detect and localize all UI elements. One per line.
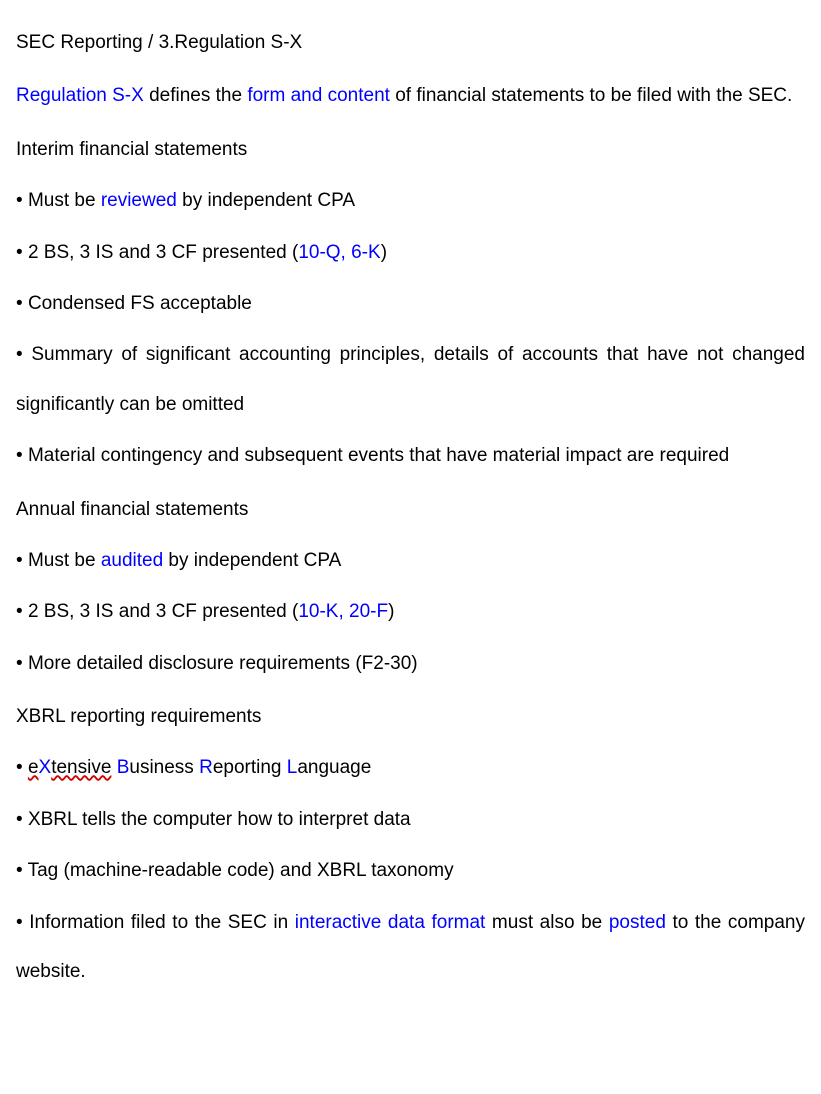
text-X: X <box>39 757 52 778</box>
text: Must be <box>28 190 101 211</box>
section-head-xbrl: XBRL reporting requirements <box>16 692 805 741</box>
bullet-xbrl-4: Information filed to the SEC in interact… <box>16 898 805 997</box>
text: by independent CPA <box>177 190 355 211</box>
link-interactive-data: interactive data format <box>295 912 486 933</box>
text-B: B <box>117 757 130 778</box>
text: 2 BS, 3 IS and 3 CF presented ( <box>28 242 298 263</box>
text: Must be <box>28 550 101 571</box>
link-regulation-sx: Regulation S-X <box>16 85 144 106</box>
bullet-xbrl-2: XBRL tells the computer how to interpret… <box>16 795 805 844</box>
text: ) <box>388 601 394 622</box>
text-L: L <box>287 757 298 778</box>
bullet-annual-1: Must be audited by independent CPA <box>16 536 805 585</box>
section-head-annual: Annual financial statements <box>16 485 805 534</box>
bullet-xbrl-3: Tag (machine-readable code) and XBRL tax… <box>16 846 805 895</box>
link-10q-6k: 10-Q, 6-K <box>298 242 380 263</box>
link-audited: audited <box>101 550 163 571</box>
link-10k-20f: 10-K, 20-F <box>298 601 388 622</box>
text: defines the <box>144 85 248 106</box>
intro-paragraph: Regulation S-X defines the form and cont… <box>16 71 805 120</box>
bullet-interim-2: 2 BS, 3 IS and 3 CF presented (10-Q, 6-K… <box>16 228 805 277</box>
text: 2 BS, 3 IS and 3 CF presented ( <box>28 601 298 622</box>
text-tensive: tensive <box>51 757 111 778</box>
bullet-annual-3: More detailed disclosure requirements (F… <box>16 639 805 688</box>
text: ) <box>381 242 387 263</box>
section-head-interim: Interim financial statements <box>16 125 805 174</box>
bullet-interim-5: Material contingency and subsequent even… <box>16 431 805 480</box>
text-R: R <box>199 757 213 778</box>
text: Information filed to the SEC in <box>29 912 295 933</box>
text-e: e <box>28 757 39 778</box>
link-posted: posted <box>609 912 666 933</box>
bullet-interim-3: Condensed FS acceptable <box>16 279 805 328</box>
bullet-xbrl-1: eXtensive Business Reporting Language <box>16 743 805 792</box>
link-form-content: form and content <box>247 85 390 106</box>
text-eporting: eporting <box>213 757 282 778</box>
breadcrumb: SEC Reporting / 3.Regulation S-X <box>16 18 805 67</box>
text: must also be <box>485 912 609 933</box>
text-usiness: usiness <box>129 757 193 778</box>
bullet-interim-1: Must be reviewed by independent CPA <box>16 176 805 225</box>
bullet-annual-2: 2 BS, 3 IS and 3 CF presented (10-K, 20-… <box>16 587 805 636</box>
text: by independent CPA <box>163 550 341 571</box>
text: of financial statements to be filed with… <box>390 85 792 106</box>
text-anguage: anguage <box>297 757 371 778</box>
link-reviewed: reviewed <box>101 190 177 211</box>
bullet-interim-4: Summary of significant accounting princi… <box>16 330 805 429</box>
